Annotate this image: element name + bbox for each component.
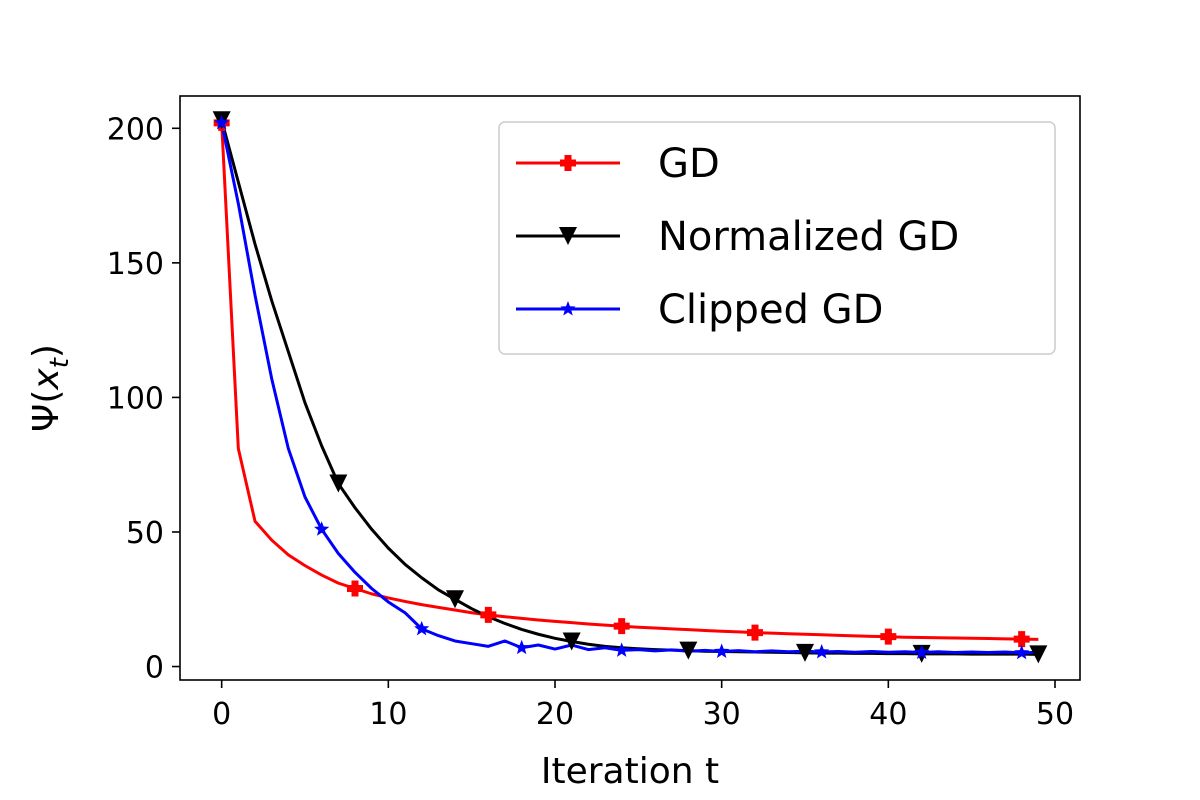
legend-entry-normalized-gd: Normalized GD (516, 214, 959, 260)
legend: GD Normalized GD Clipped GD (498, 121, 1056, 355)
y-axis-label: Ψ(xt) (26, 344, 75, 432)
data-point-gd (880, 628, 897, 645)
x-tick-label: 0 (212, 697, 231, 732)
plot-markers (212, 111, 1048, 664)
y-tick-label: 100 (107, 381, 164, 416)
data-point-clipped-gd (414, 620, 430, 636)
data-point-clipped-gd (814, 644, 830, 659)
x-tick-label: 10 (369, 697, 407, 732)
x-tick-label: 20 (536, 697, 574, 732)
data-point-gd (747, 624, 763, 641)
x-axis-label: Iteration t (541, 751, 719, 792)
data-point-clipped-gd (914, 644, 930, 660)
data-point-normalized-gd (796, 643, 814, 662)
data-point-clipped-gd (614, 642, 630, 657)
legend-label: GD (658, 141, 720, 187)
plot-frame (179, 95, 1081, 681)
data-point-normalized-gd (446, 590, 464, 609)
series-line-normalized-gd (220, 119, 1039, 656)
y-tick-label: 200 (107, 112, 164, 147)
data-point-clipped-gd (514, 639, 530, 655)
x-tick-label: 40 (869, 697, 907, 732)
y-tick-label: 50 (126, 516, 164, 551)
data-point-normalized-gd (1029, 645, 1048, 664)
legend-marker (559, 227, 577, 245)
legend-entry-gd: GD (516, 141, 720, 187)
data-point-normalized-gd (329, 474, 348, 493)
legend-box (498, 121, 1056, 355)
data-point-clipped-gd (314, 521, 330, 536)
data-point-normalized-gd (562, 632, 581, 651)
legend-label: Clipped GD (658, 287, 883, 333)
y-tick-label: 0 (145, 651, 164, 686)
data-point-gd (480, 606, 497, 623)
data-point-gd (613, 618, 630, 635)
legend-marker (560, 301, 576, 316)
y-axis-ticks: 0 50 100 150 200 (107, 112, 180, 686)
x-tick-label: 30 (703, 697, 741, 732)
legend-label: Normalized GD (658, 214, 959, 260)
data-point-clipped-gd (1014, 644, 1030, 660)
x-tick-label: 50 (1036, 697, 1074, 732)
data-point-clipped-gd (714, 643, 730, 658)
y-tick-label: 150 (107, 247, 164, 282)
series-line-clipped-gd (220, 122, 1039, 655)
data-point-normalized-gd (679, 641, 698, 660)
legend-entry-clipped-gd: Clipped GD (516, 287, 883, 333)
data-point-gd (1013, 631, 1030, 648)
legend-marker (560, 155, 576, 171)
data-point-clipped-gd (214, 114, 230, 130)
data-point-gd (347, 580, 363, 597)
x-axis-ticks: 0 10 20 30 40 50 (212, 680, 1074, 732)
